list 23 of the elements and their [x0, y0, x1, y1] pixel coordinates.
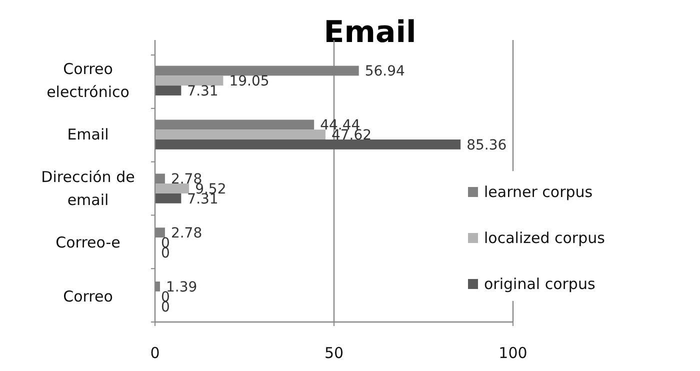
bar: [155, 184, 190, 194]
x-tick-label: 50: [324, 344, 344, 362]
bar: [155, 76, 224, 86]
legend-label: localized corpus: [484, 229, 606, 247]
y-tick-label: Correo electrónico: [46, 60, 130, 102]
x-tick-label: 100: [498, 344, 528, 362]
bar: [155, 193, 182, 204]
chart-title: Email: [324, 15, 416, 50]
bar: [155, 140, 461, 150]
legend-label: learner corpus: [484, 183, 593, 201]
y-tick-label: Email: [67, 126, 109, 144]
bar: [155, 130, 326, 140]
y-tick-label: Correo: [63, 287, 113, 306]
y-tick-label: Dirección de email: [41, 168, 135, 209]
legend-label: original corpus: [484, 275, 596, 293]
data-label: 85.36: [466, 137, 507, 154]
x-tick-label: 0: [150, 344, 160, 362]
data-label: 56.94: [364, 64, 406, 80]
data-label: 7.31: [187, 84, 218, 100]
bar: [155, 86, 182, 96]
y-tick-label: Correo-e: [56, 233, 120, 252]
data-label: 19.05: [229, 74, 270, 90]
data-label: 2.78: [170, 226, 202, 242]
